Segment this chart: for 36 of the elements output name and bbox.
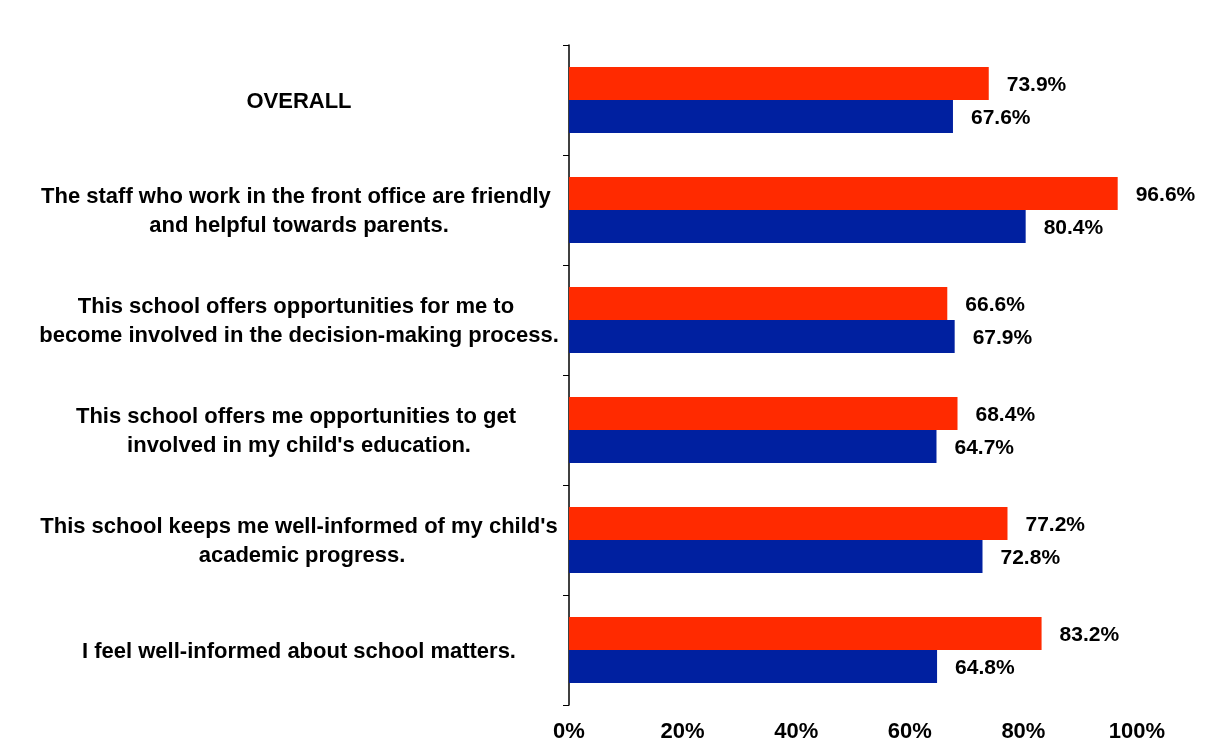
data-label: 67.6% bbox=[970, 105, 1031, 128]
y-tick-label: OVERALL bbox=[246, 87, 352, 113]
data-label: 73.9% bbox=[1006, 72, 1067, 95]
bar bbox=[569, 320, 955, 353]
y-tick-label: I feel well-informed about school matters. bbox=[82, 637, 516, 663]
x-tick-label: 40% bbox=[774, 717, 819, 743]
y-tick-label: This school offers me opportunities to get involved in my child's education. bbox=[75, 403, 523, 457]
data-label: 67.9% bbox=[972, 325, 1033, 348]
y-tick-label: This school keeps me well-informed of my child's academic progress. bbox=[40, 513, 558, 567]
bar bbox=[569, 210, 1026, 243]
data-label: 64.7% bbox=[954, 435, 1015, 458]
x-tick-label: 100% bbox=[1108, 717, 1166, 743]
data-label: 64.8% bbox=[955, 655, 1015, 678]
data-label: 66.6% bbox=[965, 292, 1026, 315]
bar bbox=[569, 287, 948, 320]
bar bbox=[569, 100, 953, 133]
bar bbox=[569, 540, 983, 573]
bar bbox=[569, 507, 1008, 540]
data-label: 83.2% bbox=[1059, 622, 1120, 645]
data-label: 68.4% bbox=[975, 402, 1036, 425]
x-tick-label: 60% bbox=[887, 717, 932, 743]
data-label: 77.2% bbox=[1025, 512, 1086, 535]
bar bbox=[569, 430, 937, 463]
y-tick-label: This school offers opportunities for me to become involved in the decision-making process. bbox=[39, 293, 559, 347]
x-tick-label: 0% bbox=[553, 717, 585, 743]
x-tick-label: 20% bbox=[660, 717, 705, 743]
data-label: 72.8% bbox=[1000, 545, 1061, 568]
y-tick-label: The staff who work in the front office are friendly and helpful towards parents. bbox=[41, 183, 557, 237]
bar bbox=[569, 177, 1118, 210]
data-label: 80.4% bbox=[1043, 215, 1104, 238]
bar bbox=[569, 397, 958, 430]
bar bbox=[569, 67, 989, 100]
bar bbox=[569, 650, 938, 683]
data-label: 96.6% bbox=[1135, 182, 1196, 205]
x-tick-label: 80% bbox=[1001, 717, 1046, 743]
bar bbox=[569, 617, 1042, 650]
